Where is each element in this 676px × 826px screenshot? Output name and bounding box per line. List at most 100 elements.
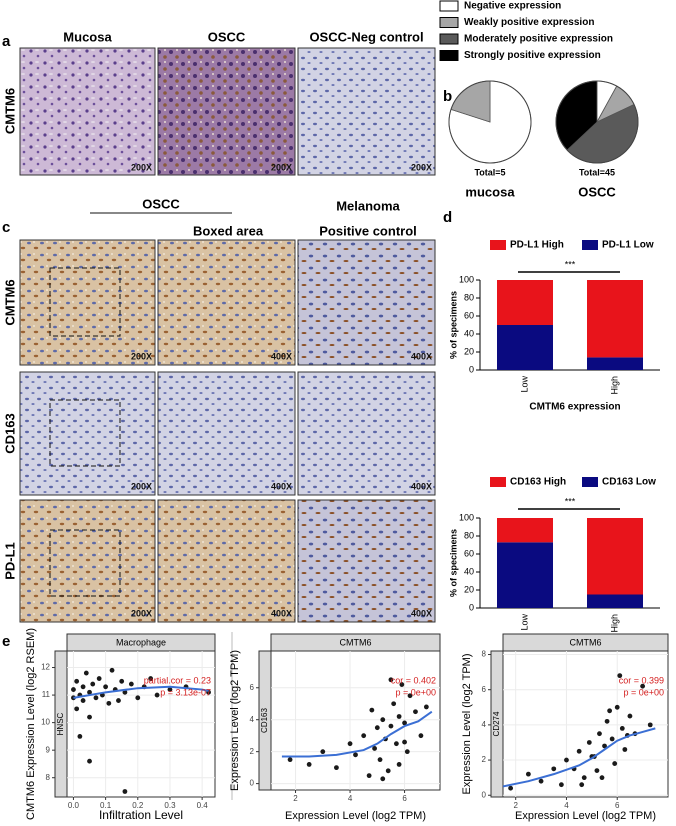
- point: [74, 706, 80, 712]
- point: [617, 673, 623, 679]
- point: [135, 695, 141, 701]
- x-axis-label: Expression Level (log2 TPM): [515, 810, 656, 822]
- point: [87, 714, 92, 720]
- legend-swatch: [439, 0, 459, 12]
- magnification: 200X: [271, 162, 292, 172]
- row-label: CMTM6: [2, 279, 17, 325]
- column-header: Positive control: [319, 223, 417, 238]
- legend-swatch: [439, 50, 459, 61]
- magnification: 200X: [411, 162, 432, 172]
- facet-label: Macrophage: [116, 637, 166, 647]
- point: [612, 761, 618, 766]
- facet-strip: [502, 633, 669, 652]
- y-tick-label: 100: [459, 512, 474, 522]
- group-header: OSCC: [142, 196, 180, 211]
- point: [287, 757, 293, 763]
- row-label: PD-L1: [2, 542, 17, 580]
- point: [599, 775, 605, 781]
- y-tick-label: 60: [464, 548, 474, 558]
- point: [640, 683, 646, 689]
- bar-segment: [497, 325, 553, 370]
- point: [80, 684, 86, 690]
- x-tick-label: 0.4: [197, 801, 209, 810]
- pie-outline: [448, 80, 532, 164]
- x-tick-label: Low: [519, 376, 529, 393]
- y-tick-label: 6: [250, 683, 255, 692]
- point: [369, 707, 375, 713]
- facet-label: CMTM6: [340, 637, 372, 647]
- y-tick-label: 20: [464, 584, 474, 594]
- bar-segment: [587, 594, 643, 608]
- y-tick-label: 10: [41, 718, 50, 727]
- boxed-area: [49, 399, 121, 467]
- point: [71, 687, 76, 692]
- annotation: p = 0e+00: [395, 687, 436, 697]
- point: [594, 768, 600, 774]
- point: [361, 733, 367, 739]
- column-header: Mucosa: [63, 29, 112, 44]
- x-tick-label: 2: [293, 794, 298, 803]
- magnification: 200X: [131, 608, 152, 618]
- pie-title: OSCC: [578, 184, 616, 199]
- magnification: 400X: [271, 481, 292, 491]
- magnification: 400X: [411, 608, 432, 618]
- bar-segment: [587, 518, 643, 595]
- point: [380, 717, 386, 723]
- x-axis-label: Expression Level (log2 TPM): [285, 810, 426, 822]
- point: [622, 747, 628, 752]
- panel-bg: [270, 650, 441, 791]
- x-tick-label: 0.3: [164, 801, 176, 810]
- bar-segment: [497, 542, 553, 608]
- legend-label: CD163 Low: [602, 477, 656, 488]
- bar-segment: [497, 280, 553, 325]
- side-label: HNSC: [56, 712, 65, 735]
- y-tick-label: 8: [46, 773, 51, 782]
- point: [119, 678, 125, 684]
- y-tick-label: 60: [464, 310, 474, 320]
- point: [377, 757, 383, 763]
- y-tick-label: 40: [464, 566, 474, 576]
- point: [602, 743, 607, 749]
- panel-letter: e: [2, 633, 10, 650]
- legend-swatch: [582, 240, 598, 250]
- legend-swatch: [490, 240, 506, 250]
- y-tick-label: 6: [482, 685, 487, 694]
- point: [372, 746, 377, 751]
- point: [93, 695, 99, 701]
- side-strip: [490, 650, 504, 798]
- point: [402, 739, 407, 745]
- point: [122, 689, 128, 695]
- point: [614, 704, 620, 710]
- y-tick-label: 80: [464, 530, 474, 540]
- point: [609, 736, 615, 742]
- point: [148, 676, 154, 681]
- facet-strip: [66, 633, 216, 652]
- point: [109, 667, 115, 673]
- point: [374, 725, 380, 731]
- panel-bg: [502, 650, 669, 798]
- x-tick-label: 4: [348, 794, 353, 803]
- point: [508, 785, 514, 791]
- pie-title: mucosa: [465, 184, 515, 199]
- point: [551, 766, 557, 772]
- legend-label: Negative expression: [464, 1, 561, 12]
- micrograph: [157, 371, 296, 496]
- legend-label: PD-L1 Low: [602, 240, 654, 251]
- point: [413, 709, 418, 715]
- point: [399, 682, 405, 687]
- annotation: partial.cor = 0.23: [144, 675, 211, 685]
- side-strip: [258, 650, 272, 791]
- row-label: CD163: [2, 413, 17, 453]
- legend-swatch: [439, 33, 459, 45]
- y-tick-label: 0: [469, 364, 474, 374]
- panel-letter: d: [443, 209, 452, 226]
- micrograph: [297, 47, 436, 176]
- y-tick-label: 100: [459, 274, 474, 284]
- point: [388, 677, 394, 683]
- facet-strip: [270, 633, 441, 652]
- point: [407, 693, 413, 699]
- annotation: p = 0e+00: [623, 687, 664, 697]
- point: [83, 670, 89, 676]
- bar-segment: [587, 357, 643, 370]
- point: [167, 687, 173, 692]
